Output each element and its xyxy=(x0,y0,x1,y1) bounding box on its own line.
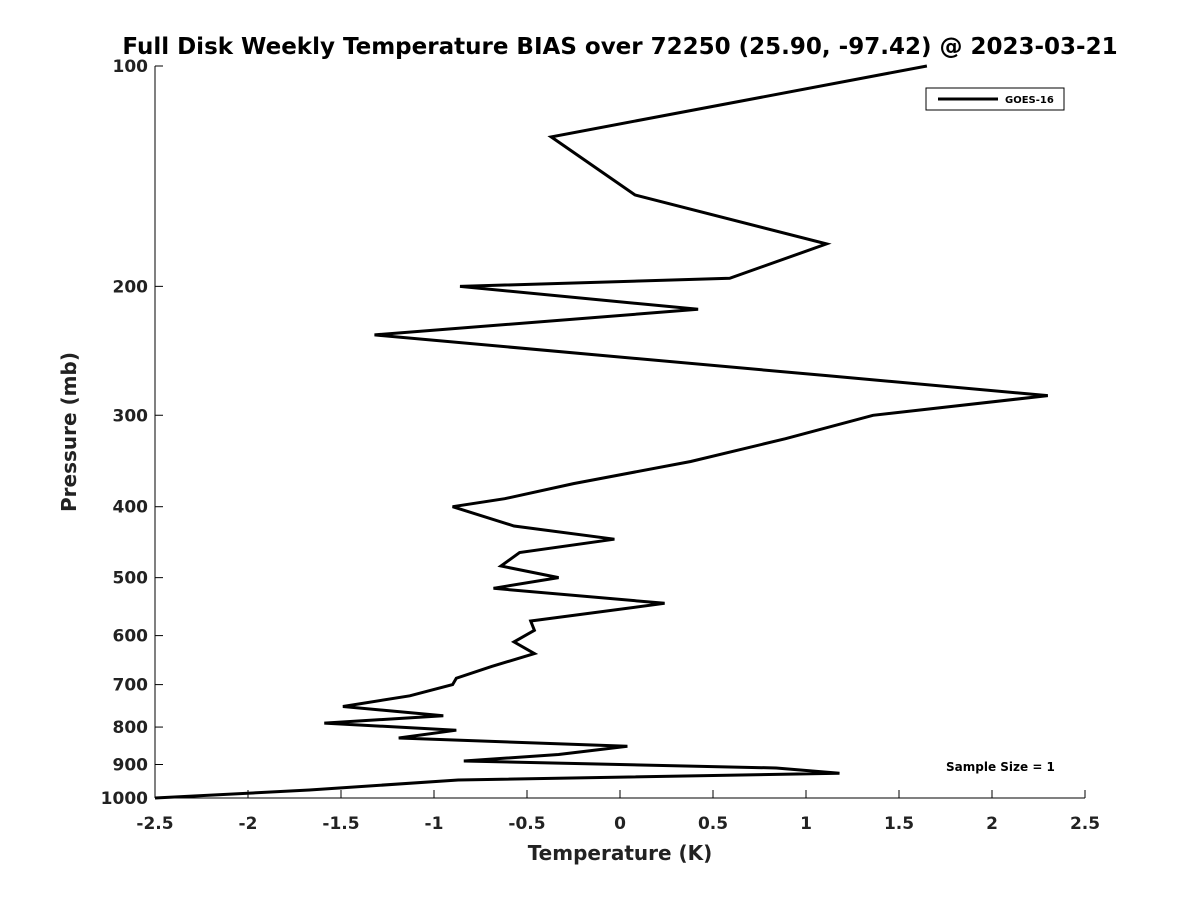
y-tick-label: 400 xyxy=(113,498,149,518)
axes: -2.5 -2 -1.5 -1 -0.5 0 0.5 1 1.5 2 2.5 100 200 300 40… xyxy=(101,57,1100,834)
x-ticks: -2.5 -2 -1.5 -1 -0.5 0 0.5 1 1.5 2 2.5 xyxy=(136,790,1100,834)
x-tick-label: -1 xyxy=(425,814,444,834)
legend: GOES-16 xyxy=(925,87,1065,111)
sample-size-annotation: Sample Size = 1 xyxy=(946,760,1055,774)
x-tick-label: 0.5 xyxy=(698,814,728,834)
y-tick-label: 800 xyxy=(113,718,149,738)
y-tick-label: 600 xyxy=(113,627,149,647)
series-layer xyxy=(154,64,1048,800)
x-tick-label: -0.5 xyxy=(508,814,545,834)
series-line xyxy=(154,64,1048,800)
y-axis-label: Pressure (mb) xyxy=(57,352,81,512)
x-tick-label: 1 xyxy=(800,814,812,834)
x-tick-label: -2.5 xyxy=(136,814,173,834)
x-tick-label: 2 xyxy=(986,814,998,834)
x-tick-label: -1.5 xyxy=(322,814,359,834)
y-tick-label: 700 xyxy=(113,676,149,696)
x-tick-label: 0 xyxy=(614,814,626,834)
y-tick-label: 500 xyxy=(113,569,149,589)
chart-title: Full Disk Weekly Temperature BIAS over 7… xyxy=(122,34,1117,60)
x-tick-label: -2 xyxy=(239,814,258,834)
legend-label: GOES-16 xyxy=(1005,95,1054,106)
x-tick-label: 1.5 xyxy=(884,814,914,834)
y-tick-label: 900 xyxy=(113,756,149,776)
x-tick-label: 2.5 xyxy=(1070,814,1100,834)
y-tick-label: 300 xyxy=(113,406,149,426)
y-ticks: 100 200 300 400 500 600 700 800 900 1000 xyxy=(101,57,163,809)
x-axis-label: Temperature (K) xyxy=(528,841,713,865)
y-tick-label: 100 xyxy=(113,57,149,77)
y-tick-label: 1000 xyxy=(101,789,148,809)
y-tick-label: 200 xyxy=(113,277,149,297)
